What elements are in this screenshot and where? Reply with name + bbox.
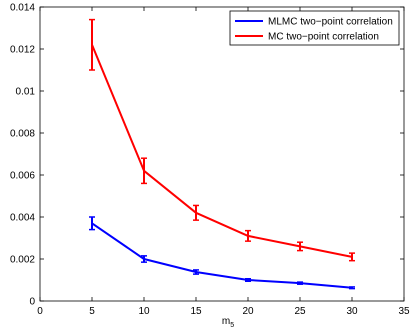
data-point: [195, 211, 197, 214]
legend-label-mlmc: MLMC two−point correlation: [268, 17, 393, 28]
y-tick-label: 0.004: [10, 213, 35, 224]
series-line-0: [91, 222, 353, 289]
y-tick-label: 0: [29, 297, 35, 308]
x-tick-label: 30: [346, 306, 358, 317]
data-point: [299, 282, 301, 285]
y-tick-label: 0.006: [10, 171, 35, 182]
data-point: [91, 43, 93, 46]
y-tick-label: 0.012: [10, 45, 35, 56]
data-point: [91, 222, 93, 225]
x-tick-label: 0: [37, 306, 43, 317]
x-tick-label: 25: [294, 306, 306, 317]
data-point: [351, 286, 353, 289]
data-point: [143, 169, 145, 172]
data-point: [195, 271, 197, 274]
legend-label-mc: MC two−point correlation: [268, 32, 379, 43]
x-tick-label: 5: [89, 306, 95, 317]
y-tick-label: 0.002: [10, 255, 35, 266]
legend: MLMC two−point correlation MC two−point …: [229, 10, 400, 46]
data-point: [247, 234, 249, 237]
x-tick-label: 35: [398, 306, 410, 317]
x-tick-label: 10: [138, 306, 150, 317]
data-point: [351, 255, 353, 258]
y-tick-label: 0.014: [10, 3, 35, 14]
x-tick-label: 20: [242, 306, 254, 317]
axes-box: [39, 6, 405, 302]
y-tick-label: 0.01: [16, 87, 36, 98]
series-line-1: [91, 44, 353, 258]
data-point: [247, 279, 249, 281]
x-tick-label: 15: [190, 306, 202, 317]
x-axis-label: m5: [222, 316, 234, 329]
data-point: [299, 245, 301, 248]
data-point: [143, 258, 145, 260]
y-tick-label: 0.008: [10, 129, 35, 140]
legend-box: [229, 10, 400, 46]
plot-area: 0 5 10 15 20 25 30 35 0 0.002 0.004 0.006 0.008 0.01 0…: [10, 3, 410, 318]
